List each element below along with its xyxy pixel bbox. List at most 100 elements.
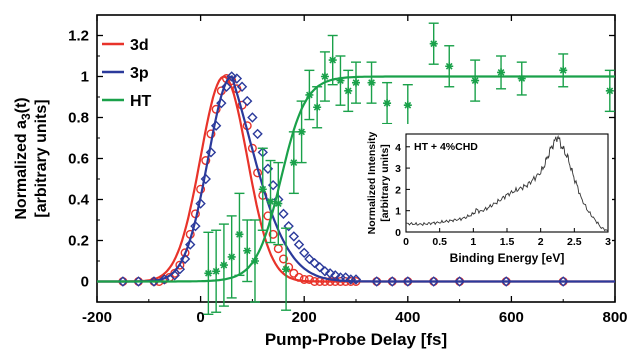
data-point-3p [179, 253, 191, 265]
data-point-HT [305, 90, 314, 99]
inset-x-axis-title: Binding Energy [eV] [450, 251, 565, 265]
data-point-HT [250, 257, 259, 265]
x-axis-title: Pump-Probe Delay [fs] [265, 330, 447, 349]
data-point-3p [169, 270, 180, 281]
data-point-3d [310, 277, 320, 287]
data-point-HT [212, 267, 221, 276]
data-point-3p [221, 81, 232, 92]
y-tick-label: 0.4 [68, 192, 90, 209]
data-point-3p [428, 276, 439, 287]
series-HT [97, 22, 615, 315]
data-point-HT [559, 66, 568, 75]
data-point-3d [180, 248, 190, 258]
y-tick-label: 0.6 [68, 151, 89, 168]
data-point-3p [195, 198, 206, 209]
series-3p [97, 71, 615, 287]
y-axis-title-text: Normalized a [13, 120, 30, 220]
data-point-3p [242, 95, 253, 107]
x-tick-label: 200 [292, 309, 317, 326]
data-point-HT [336, 76, 345, 85]
data-point-3p [387, 276, 398, 287]
inset-x-tick-label: 2 [538, 236, 544, 248]
data-point-3p [200, 173, 211, 185]
data-point-3d [273, 244, 283, 254]
data-point-HT [313, 103, 322, 112]
data-point-HT [274, 199, 283, 208]
data-point-3p [558, 276, 569, 287]
data-point-3p [402, 276, 413, 287]
inset-y-tick-label: 0 [395, 227, 401, 239]
data-point-HT [320, 72, 329, 81]
data-point-HT [403, 101, 412, 110]
y-tick-label: 0.8 [68, 110, 89, 127]
data-point-3p [371, 276, 382, 287]
y-tick-label: 1.2 [68, 28, 89, 45]
data-point-HT [605, 86, 614, 95]
data-point-3p [190, 220, 201, 232]
data-point-HT [471, 76, 480, 85]
data-point-3p [247, 112, 258, 123]
data-point-3p [148, 276, 160, 287]
legend-label-3d: 3d [130, 37, 149, 54]
inset-plot: 0 0.5 1 1.5 2 2.5 3 0 1 2 3 4 HT + 4%CHD Binding Ener… [360, 124, 612, 270]
inset-frame [405, 133, 609, 233]
inset-y-tick-label: 3 [395, 163, 401, 175]
y-tick-label: 0 [81, 274, 89, 291]
data-point-3p [174, 264, 186, 275]
y-axis-title-subscript: 3 [19, 113, 33, 120]
data-point-HT [429, 39, 438, 48]
data-point-3p [205, 147, 217, 158]
inset-title: HT + 4%CHD [414, 141, 478, 153]
data-point-HT [297, 127, 306, 136]
data-point-3p [330, 270, 341, 281]
y-tick-label: 1 [81, 69, 89, 86]
data-point-HT [445, 62, 454, 71]
data-point-3p [501, 276, 512, 287]
data-point-3d [278, 254, 288, 264]
data-point-3d [268, 229, 278, 239]
inset-x-tick-label: 1 [470, 236, 476, 248]
inset-y-tick-label: 1 [395, 206, 401, 218]
data-point-3p [350, 274, 362, 285]
data-point-3p [293, 239, 305, 250]
data-point-HT [517, 74, 526, 83]
data-point-3d [294, 272, 304, 282]
legend: 3d 3p HT [102, 37, 152, 110]
data-point-HT [227, 252, 236, 261]
data-point-3p [226, 71, 237, 82]
data-point-HT [258, 185, 267, 194]
data-point-3p [319, 266, 331, 277]
data-point-3p [288, 231, 300, 242]
data-point-3p [216, 97, 227, 109]
data-point-3p [117, 276, 129, 287]
data-point-3p [278, 208, 289, 220]
data-point-HT [204, 269, 213, 278]
data-point-HT [266, 197, 275, 206]
data-point-3p [309, 257, 320, 269]
inset-y-axis-title-line2: [arbitrary units] [379, 144, 391, 222]
data-point-HT [367, 78, 376, 87]
legend-label-HT: HT [130, 93, 152, 110]
data-point-3p [299, 247, 310, 258]
inset-y-tick-label: 4 [395, 142, 401, 154]
data-point-3p [454, 276, 465, 287]
data-point-3p [324, 268, 336, 279]
data-point-3d [289, 268, 299, 278]
data-point-3p [231, 73, 243, 84]
data-point-3p [340, 272, 351, 283]
data-point-3p [159, 274, 170, 285]
x-tick-label: 400 [395, 309, 420, 326]
x-tick-label: 0 [196, 309, 204, 326]
data-point-3p [236, 81, 248, 92]
inset-x-tick-label: 3 [605, 236, 611, 248]
y-axis-title-line1: Normalized a3(t) [13, 97, 33, 219]
y-axis-title-suffix: (t) [13, 97, 30, 113]
data-point-3p [133, 276, 144, 287]
data-point-HT [344, 86, 353, 95]
data-point-HT [383, 99, 392, 108]
data-point-3p [210, 120, 222, 131]
data-point-3d [201, 156, 211, 166]
data-point-HT [352, 78, 360, 87]
data-point-HT [243, 246, 252, 255]
